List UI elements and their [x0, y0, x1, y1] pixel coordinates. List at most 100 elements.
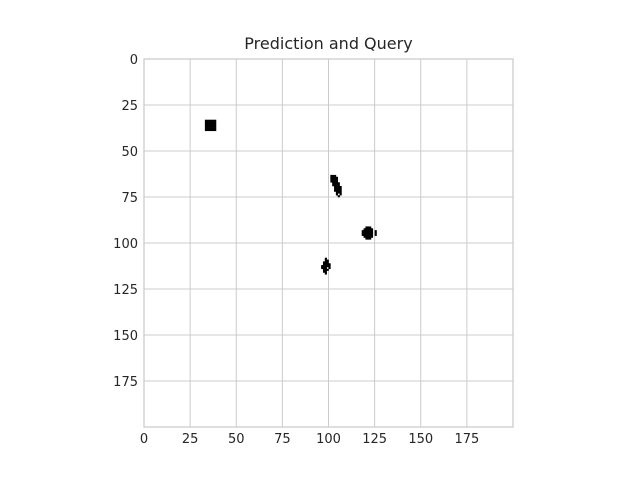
image-pixel: [328, 263, 331, 266]
image-pixel: [326, 259, 329, 262]
image-pixel: [337, 191, 340, 194]
image-pixel: [214, 121, 217, 124]
image-pixel: [322, 265, 326, 268]
image-pixel: [365, 231, 368, 235]
y-tick-label: 100: [113, 237, 138, 252]
y-tick-label: 150: [113, 329, 138, 344]
y-tick-label: 50: [121, 145, 138, 160]
image-pixel: [335, 185, 339, 189]
image-pixel: [335, 180, 339, 183]
image-pixel: [365, 233, 368, 236]
image-pixels: [204, 119, 377, 275]
image-pixel: [369, 226, 372, 229]
image-pixel: [332, 176, 335, 179]
image-pixel: [324, 266, 327, 270]
image-pixel: [212, 123, 215, 126]
image-pixel: [332, 180, 335, 183]
x-tick-label: 175: [454, 432, 479, 447]
x-tick-label: 100: [316, 432, 341, 447]
image-pixel: [208, 119, 211, 122]
image-pixel: [210, 127, 213, 130]
image-pixel: [339, 185, 342, 189]
image-pixel: [367, 230, 370, 233]
image-pixel: [334, 174, 337, 178]
image-pixel: [334, 178, 337, 181]
image-pixel: [367, 237, 370, 240]
image-pixel: [339, 191, 342, 194]
image-pixel: [369, 230, 372, 233]
x-tick-label: 125: [362, 432, 387, 447]
image-pixel: [208, 125, 211, 128]
image-pixel: [337, 182, 340, 185]
image-pixel: [369, 228, 372, 231]
image-pixel: [361, 233, 364, 236]
image-pixel: [324, 265, 327, 268]
x-tick-label: 0: [140, 432, 148, 447]
image-pixel: [370, 231, 374, 235]
image-pixel: [326, 263, 329, 266]
image-pixel: [214, 123, 217, 126]
image-pixel: [335, 176, 339, 179]
image-pixel: [335, 189, 339, 192]
grid: [143, 58, 513, 427]
image-pixel: [365, 235, 368, 238]
image-pixel: [374, 231, 377, 235]
image-pixel: [335, 182, 339, 185]
image-pixel: [324, 263, 327, 266]
image-pixel: [369, 231, 372, 235]
image-pixel: [365, 230, 368, 233]
image-pixel: [369, 233, 372, 236]
image-pixel: [337, 189, 340, 192]
image-pixel: [208, 123, 211, 126]
image-pixel: [363, 231, 366, 235]
plot-frame: [143, 58, 514, 428]
image-pixel: [363, 230, 366, 233]
image-pixel: [361, 230, 364, 233]
image-pixel: [332, 178, 335, 181]
image-pixel: [212, 125, 215, 128]
image-pixel: [335, 184, 339, 187]
image-pixel: [206, 119, 209, 122]
image-pixel: [337, 184, 340, 187]
image-pixel: [365, 226, 368, 229]
image-pixel: [335, 178, 339, 181]
image-pixel: [212, 119, 215, 122]
image-pixel: [330, 180, 333, 183]
image-pixel: [204, 128, 208, 132]
image-pixel: [334, 176, 337, 179]
image-pixel: [369, 235, 372, 238]
image-pixel: [208, 128, 211, 132]
image-pixel: [367, 233, 370, 236]
y-tick-label: 0: [130, 53, 138, 68]
image-pixel: [204, 125, 208, 128]
image-pixel: [206, 128, 209, 132]
image-pixel: [363, 233, 366, 236]
image-pixel: [214, 125, 217, 128]
image-pixel: [206, 125, 209, 128]
image-pixel: [204, 127, 208, 130]
x-tick-label: 25: [182, 432, 199, 447]
image-pixel: [214, 119, 217, 122]
image-pixel: [206, 127, 209, 130]
image-pixel: [328, 265, 331, 268]
image-pixel: [334, 185, 337, 189]
image-pixel: [324, 272, 327, 275]
image-pixel: [210, 119, 213, 122]
image-pixel: [322, 270, 326, 273]
image-pixel: [339, 187, 342, 190]
x-tick-label: 75: [274, 432, 291, 447]
image-pixel: [337, 195, 340, 198]
image-pixel: [208, 127, 211, 130]
image-pixel: [324, 257, 327, 260]
image-pixel: [374, 233, 377, 236]
image-pixel: [206, 123, 209, 126]
image-pixel: [326, 268, 329, 271]
image-pixel: [324, 261, 327, 264]
image-pixel: [206, 121, 209, 124]
image-pixel: [204, 121, 208, 124]
y-tick-label: 125: [113, 283, 138, 298]
x-axis-ticks: 0 25 50 75 100 125 150 175: [140, 432, 479, 447]
image-pixel: [363, 235, 366, 238]
image-pixel: [367, 235, 370, 238]
